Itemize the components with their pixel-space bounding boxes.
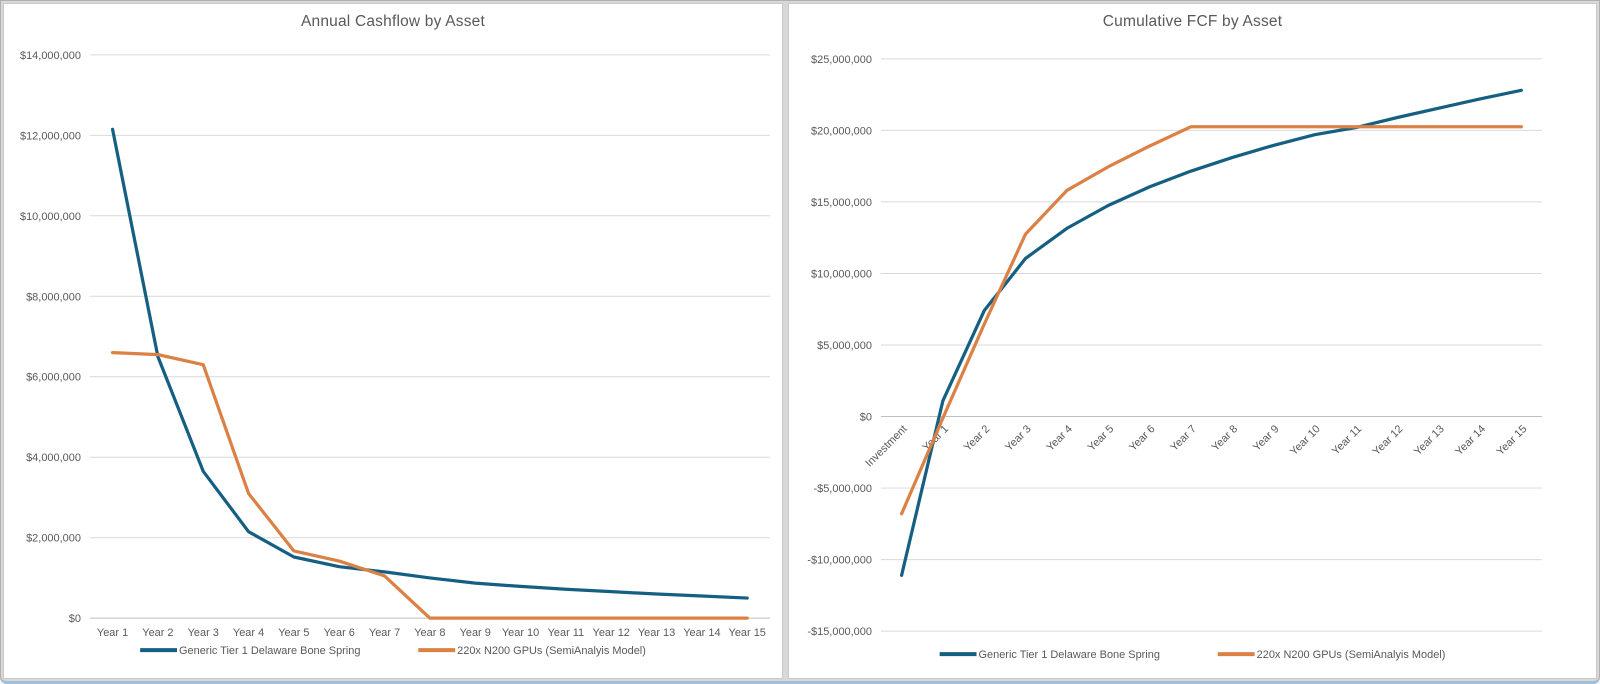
x-axis-tick-label: Year 6 [1127, 423, 1158, 454]
x-axis-tick-label: Year 5 [278, 627, 309, 639]
y-axis-tick-label: $4,000,000 [26, 452, 81, 464]
annual-cashflow-plot: $14,000,000 $12,000,000 $10,000,000 $8,000,… [20, 50, 770, 657]
x-axis-tick-label: Year 2 [142, 627, 173, 639]
y-axis-tick-label: $12,000,000 [20, 130, 81, 142]
y-axis-tick-label: -$10,000,000 [807, 555, 872, 567]
y-axis-tick-label: $0 [69, 613, 81, 625]
y-axis-tick-label: $15,000,000 [811, 197, 872, 209]
legend-label: 220x N200 GPUs (SemiAnalyis Model) [1257, 649, 1446, 661]
x-axis-tick-label: Year 4 [1044, 423, 1075, 454]
y-axis-tick-label: -$5,000,000 [813, 483, 871, 495]
x-axis-tick-label: Year 2 [962, 423, 993, 454]
x-axis-tick-label: Year 15 [1495, 423, 1530, 458]
x-axis-tick-label: Year 4 [233, 627, 264, 639]
legend-label: Generic Tier 1 Delaware Bone Spring [179, 645, 360, 657]
x-axis-tick-label: Year 3 [188, 627, 219, 639]
x-axis-tick-label: Year 13 [1412, 423, 1447, 458]
chart-title: Cumulative FCF by Asset [1102, 13, 1283, 30]
x-axis-tick-label: Year 14 [683, 627, 720, 639]
series-line-1 [110, 127, 749, 600]
series-line-2 [110, 350, 749, 620]
legend-label: 220x N200 GPUs (SemiAnalyis Model) [457, 645, 646, 657]
chart-title: Annual Cashflow by Asset [300, 13, 485, 30]
y-axis-tick-label: $10,000,000 [811, 268, 872, 280]
x-axis-tick-label: Year 1 [97, 627, 128, 639]
x-axis-tick-label: Year 8 [1210, 423, 1241, 454]
x-axis-tick-label: Year 7 [1168, 423, 1199, 454]
x-axis-tick-label: Investment [863, 423, 909, 469]
y-axis-tick-label: $0 [860, 412, 872, 424]
cumulative-fcf-chart-panel: Cumulative FCF by Asset $25,000,000 $20,0… [788, 3, 1597, 679]
chart-legend: Generic Tier 1 Delaware Bone Spring 220x … [140, 645, 646, 657]
y-axis-tick-label: $25,000,000 [811, 54, 872, 66]
y-axis-tick-label: $5,000,000 [817, 340, 872, 352]
x-axis-tick-label: Year 9 [1251, 423, 1282, 454]
x-axis-tick-label: Year 14 [1453, 423, 1488, 458]
legend-label: Generic Tier 1 Delaware Bone Spring [979, 649, 1160, 661]
series-line-1 [899, 88, 1523, 577]
series-line-2 [899, 125, 1523, 516]
y-axis-tick-label: $14,000,000 [20, 50, 81, 62]
x-axis-tick-label: Year 12 [593, 627, 630, 639]
x-axis-tick-label: Year 10 [502, 627, 539, 639]
y-axis-tick-label: $2,000,000 [26, 533, 81, 545]
x-axis-tick-label: Year 8 [414, 627, 445, 639]
x-axis-tick-label: Year 3 [1003, 423, 1034, 454]
annual-cashflow-chart-panel: Annual Cashflow by Asset $14,000,000 $12,… [3, 3, 783, 679]
x-axis-tick-label: Year 5 [1086, 423, 1117, 454]
x-axis-tick-label: Year 10 [1288, 423, 1323, 458]
x-axis-tick-label: Year 6 [324, 627, 355, 639]
x-axis-tick-label: Year 15 [729, 627, 766, 639]
x-axis-tick-label: Year 12 [1371, 423, 1406, 458]
y-axis-tick-label: $6,000,000 [26, 372, 81, 384]
y-axis-tick-label: $10,000,000 [20, 211, 81, 223]
y-axis-tick-label: -$15,000,000 [807, 626, 872, 638]
x-axis-tick-label: Year 11 [548, 627, 585, 639]
y-axis-tick-label: $8,000,000 [26, 291, 81, 303]
y-axis-tick-label: $20,000,000 [811, 125, 872, 137]
x-axis-tick-label: Year 11 [1330, 423, 1364, 457]
x-axis-tick-label: Year 9 [460, 627, 491, 639]
cumulative-fcf-plot: $25,000,000 $20,000,000 $15,000,000 $10,000… [807, 54, 1542, 661]
x-axis-tick-label: Year 7 [369, 627, 400, 639]
chart-legend: Generic Tier 1 Delaware Bone Spring 220x … [939, 649, 1446, 661]
x-axis-tick-label: Year 13 [638, 627, 675, 639]
